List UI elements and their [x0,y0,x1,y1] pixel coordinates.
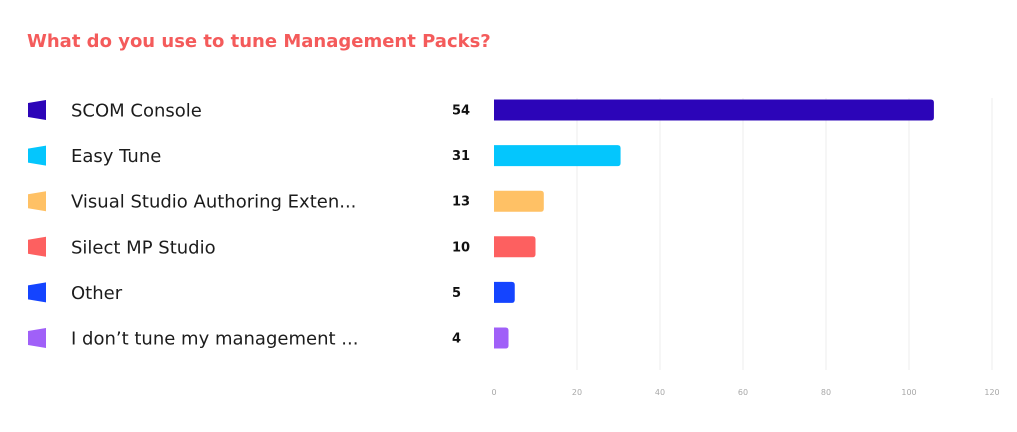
bar [494,281,515,303]
legend-marker [28,191,46,212]
x-tick-label: 60 [738,388,748,397]
category-label: Other [71,283,123,304]
value-label: 13 [452,195,470,210]
x-axis-ticks: 0 20 40 60 80 100 120 [491,388,999,397]
category-label: Silect MP Studio [71,237,216,258]
legend-marker [28,328,46,348]
legend-marker [28,282,46,303]
value-label: 54 [452,104,470,119]
bars [494,99,934,349]
legend-marker [28,100,46,120]
value-label: 10 [452,240,470,255]
x-tick-label: 20 [572,388,582,397]
category-label: SCOM Console [71,101,202,122]
category-label: Visual Studio Authoring Exten... [71,192,356,213]
legend: SCOM Console Easy Tune Visual Studio Autho… [28,100,358,350]
x-tick-label: 120 [984,388,999,397]
x-tick-label: 0 [491,388,496,397]
value-label: 4 [452,332,461,347]
bar [494,236,536,258]
bar [494,190,544,212]
x-tick-label: 80 [821,388,831,397]
category-label: Easy Tune [71,146,161,167]
value-label: 31 [452,149,470,164]
x-tick-label: 100 [901,388,916,397]
grid-lines [576,98,993,370]
legend-marker [28,236,46,257]
bar [494,99,934,121]
category-label: I don’t tune my management ... [71,329,358,350]
legend-marker [28,145,46,166]
bar [494,327,509,349]
bar [494,145,621,167]
value-label: 5 [452,286,461,301]
chart-title: What do you use to tune Management Packs… [27,31,491,52]
x-tick-label: 40 [655,388,665,397]
